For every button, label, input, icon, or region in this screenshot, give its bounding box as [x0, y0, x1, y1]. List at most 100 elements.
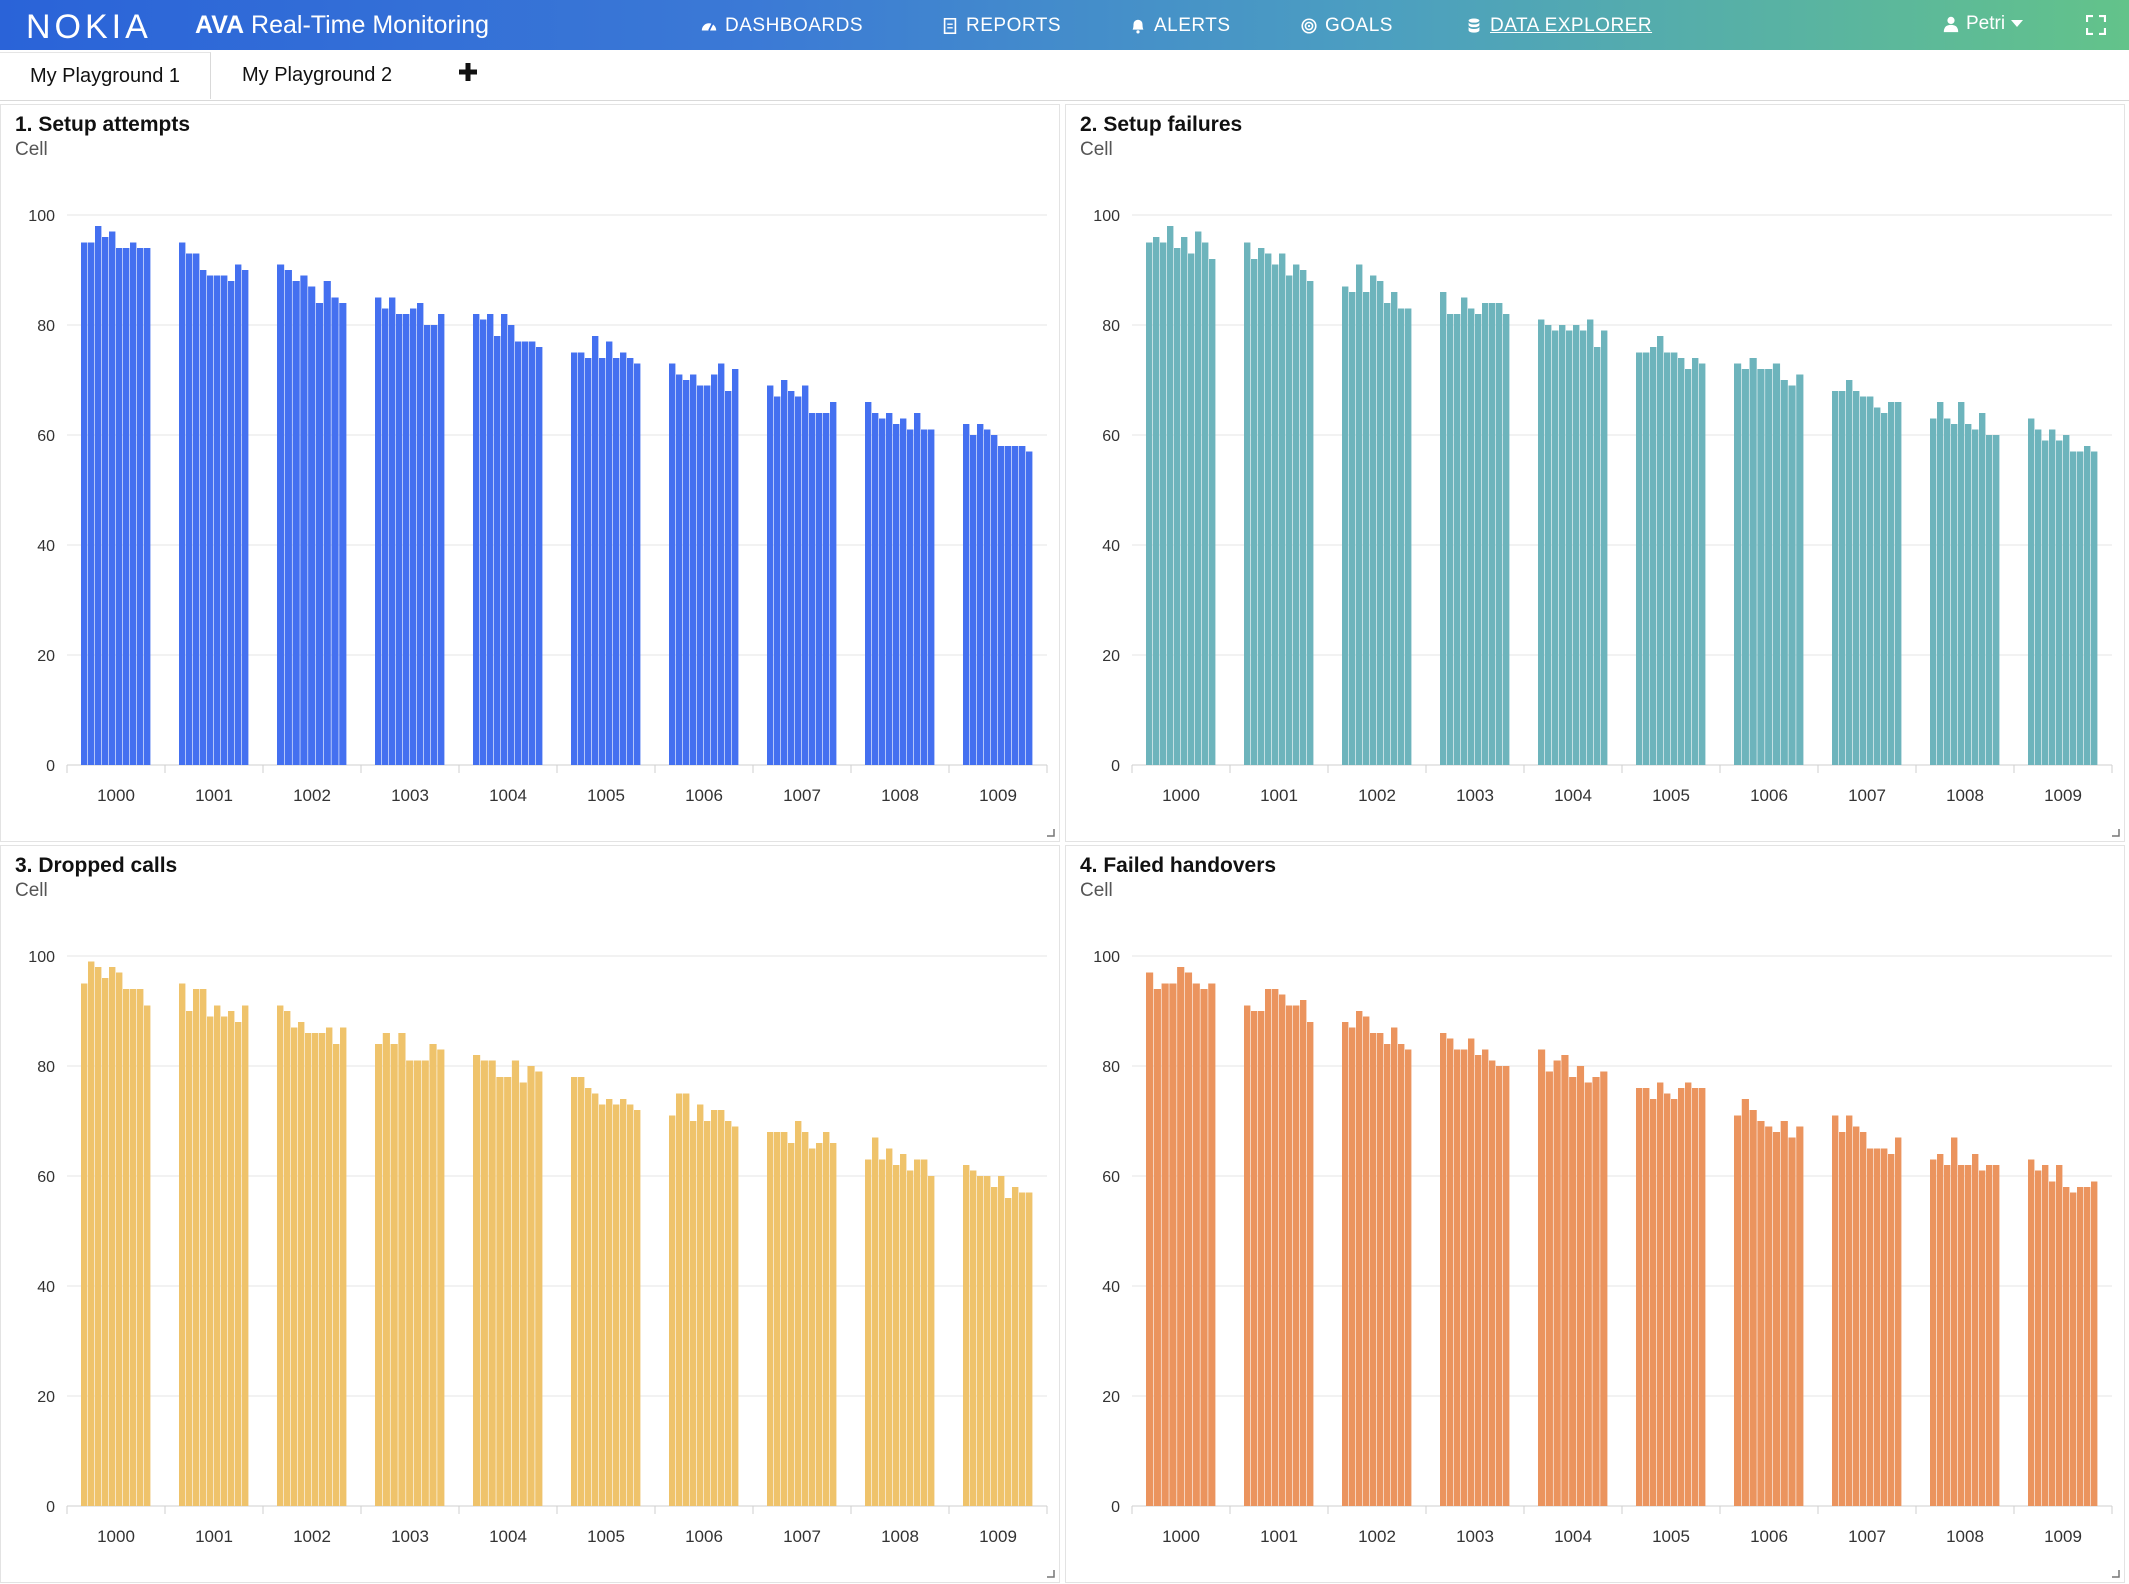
bar[interactable]: [494, 336, 501, 765]
bar[interactable]: [767, 1132, 774, 1506]
bar[interactable]: [1005, 1198, 1012, 1506]
bar[interactable]: [179, 242, 186, 766]
bar[interactable]: [1454, 314, 1461, 765]
bar[interactable]: [879, 418, 886, 766]
bar[interactable]: [795, 1121, 802, 1506]
bar[interactable]: [511, 1060, 520, 1507]
bar[interactable]: [2035, 429, 2042, 766]
bar[interactable]: [431, 325, 438, 765]
bar[interactable]: [144, 1005, 151, 1507]
bar[interactable]: [704, 1121, 711, 1506]
bar[interactable]: [123, 989, 130, 1506]
resize-handle-icon[interactable]: [1047, 829, 1055, 837]
bar[interactable]: [2028, 418, 2035, 766]
resize-handle-icon[interactable]: [2112, 829, 2120, 837]
bar[interactable]: [323, 281, 331, 765]
bar[interactable]: [1384, 303, 1391, 765]
bar[interactable]: [312, 1033, 319, 1506]
chart-panel-failed-handovers[interactable]: 4. Failed handovers Cell 0 20 40 60 80 100 100…: [1065, 845, 2125, 1583]
bar[interactable]: [2091, 1181, 2098, 1507]
bar[interactable]: [193, 989, 200, 1506]
bar[interactable]: [2035, 1170, 2042, 1507]
bar[interactable]: [1489, 303, 1496, 765]
bar[interactable]: [2049, 1181, 2056, 1507]
bar[interactable]: [928, 429, 935, 766]
bar[interactable]: [732, 1126, 739, 1507]
bar[interactable]: [1678, 1088, 1685, 1506]
bar[interactable]: [1692, 1088, 1699, 1506]
bar[interactable]: [767, 385, 774, 766]
bar[interactable]: [1468, 1038, 1475, 1507]
bar[interactable]: [1349, 292, 1356, 765]
bar[interactable]: [179, 983, 186, 1507]
bar[interactable]: [1146, 242, 1153, 766]
bar[interactable]: [1202, 242, 1209, 766]
bar[interactable]: [921, 1159, 928, 1507]
bar[interactable]: [1650, 347, 1657, 765]
bar[interactable]: [578, 1077, 585, 1506]
bar[interactable]: [2028, 1159, 2035, 1507]
bar[interactable]: [1650, 1099, 1657, 1506]
bar[interactable]: [1874, 407, 1881, 766]
bar[interactable]: [1734, 1115, 1742, 1507]
bar[interactable]: [1951, 1137, 1958, 1507]
bar[interactable]: [1664, 352, 1671, 766]
bar[interactable]: [1796, 374, 1804, 766]
bar[interactable]: [333, 1044, 340, 1506]
bar[interactable]: [1580, 330, 1587, 766]
nav-goals[interactable]: GOALS: [1300, 15, 1393, 37]
bar[interactable]: [1503, 314, 1510, 765]
bar[interactable]: [1765, 369, 1773, 765]
bar[interactable]: [214, 1005, 221, 1507]
bar[interactable]: [977, 424, 984, 765]
bar[interactable]: [1265, 253, 1272, 766]
bar[interactable]: [396, 314, 403, 765]
bar[interactable]: [421, 1060, 429, 1507]
bar[interactable]: [1566, 330, 1573, 766]
bar[interactable]: [277, 1005, 284, 1507]
bar[interactable]: [1169, 983, 1177, 1507]
add-tab-plus-icon[interactable]: [456, 60, 480, 84]
bar[interactable]: [2049, 429, 2056, 766]
bar[interactable]: [683, 380, 690, 765]
bar[interactable]: [599, 358, 606, 765]
bar[interactable]: [1867, 396, 1874, 766]
bar[interactable]: [1772, 363, 1781, 766]
bar[interactable]: [1643, 352, 1650, 766]
bar[interactable]: [1209, 259, 1216, 765]
tab-my-playground-1[interactable]: My Playground 1: [0, 52, 211, 99]
bar[interactable]: [1342, 286, 1349, 766]
bar[interactable]: [535, 1071, 543, 1507]
bar[interactable]: [1177, 967, 1185, 1506]
bar[interactable]: [1019, 1192, 1026, 1507]
bar[interactable]: [1293, 264, 1300, 766]
bar[interactable]: [585, 358, 592, 765]
bar[interactable]: [2070, 451, 2077, 766]
chart-panel-setup-failures[interactable]: 2. Setup failures Cell 0 20 40 60 80 100 1000 1…: [1065, 104, 2125, 842]
bar[interactable]: [809, 1148, 816, 1507]
bar[interactable]: [1496, 1066, 1503, 1506]
bar[interactable]: [1475, 1055, 1482, 1506]
bar[interactable]: [2056, 1165, 2063, 1506]
bar[interactable]: [1671, 352, 1678, 766]
bar[interactable]: [1161, 983, 1169, 1507]
user-menu[interactable]: Petri: [1942, 13, 2024, 35]
bar[interactable]: [697, 385, 704, 766]
bar[interactable]: [315, 303, 324, 765]
bar[interactable]: [907, 429, 914, 766]
bar[interactable]: [711, 1110, 718, 1506]
bar[interactable]: [1307, 281, 1314, 765]
bar[interactable]: [1026, 451, 1033, 766]
bar[interactable]: [823, 1132, 830, 1506]
bar[interactable]: [1005, 446, 1012, 765]
bar[interactable]: [487, 314, 494, 765]
bar[interactable]: [375, 1044, 383, 1506]
bar[interactable]: [1174, 248, 1181, 765]
bar[interactable]: [900, 1154, 907, 1506]
bar[interactable]: [390, 1044, 398, 1506]
bar[interactable]: [1584, 1082, 1592, 1507]
bar[interactable]: [1930, 1159, 1937, 1507]
bar[interactable]: [1468, 308, 1475, 766]
bar[interactable]: [123, 248, 130, 765]
bar[interactable]: [1293, 1005, 1300, 1507]
